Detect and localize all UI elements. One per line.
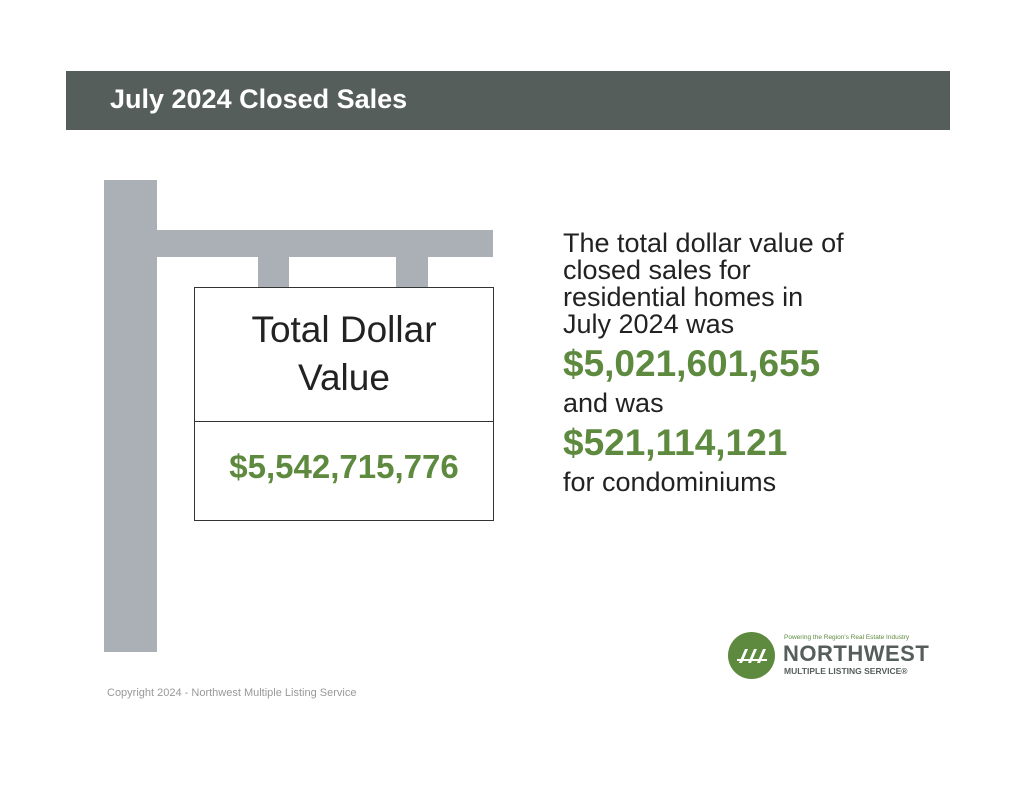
header-bar: July 2024 Closed Sales [66, 71, 950, 130]
sign-post [104, 180, 157, 652]
residential-value: $5,021,601,655 [563, 343, 821, 384]
summary-intro: The total dollar value of closed sales f… [563, 228, 844, 339]
sign-value: $5,542,715,776 [229, 448, 459, 485]
logo-name: NORTHWEST [783, 641, 930, 666]
condo-value: $521,114,121 [563, 422, 788, 463]
sign-arm [157, 230, 493, 257]
logo-mark [737, 649, 767, 663]
logo-subname: MULTIPLE LISTING SERVICE® [784, 666, 908, 676]
sign-hanger [258, 257, 289, 288]
summary-connector: and was [563, 388, 664, 418]
sign-hanger [396, 257, 428, 288]
copyright: Copyright 2024 - Northwest Multiple List… [107, 687, 357, 699]
summary: The total dollar value of closed sales f… [563, 230, 853, 496]
logo-icon [728, 632, 775, 679]
logo-tagline: Powering the Region's Real Estate Indust… [784, 634, 910, 641]
sign-divider [195, 421, 493, 422]
summary-outro: for condominiums [563, 467, 777, 497]
sign-label: Total Dollar Value [251, 309, 437, 398]
header-title: July 2024 Closed Sales [110, 84, 408, 114]
sign-board: Total Dollar Value $5,542,715,776 [194, 287, 494, 521]
logo: Powering the Region's Real Estate Indust… [728, 632, 930, 680]
